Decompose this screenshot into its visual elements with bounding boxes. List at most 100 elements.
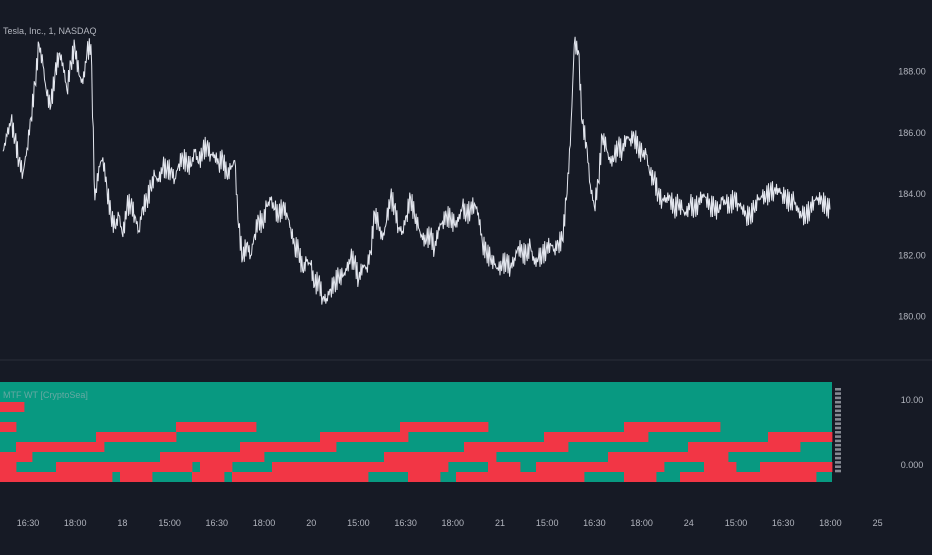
heatmap-cell (640, 462, 649, 472)
price-axis[interactable]: 188.00 186.00 184.00 182.00 180.00 (898, 67, 926, 322)
time-tick-label: 15:00 (536, 518, 559, 528)
heatmap-cell (360, 432, 369, 442)
heatmap-cell (648, 472, 657, 482)
heatmap-cell (624, 472, 633, 482)
heatmap-cell (632, 462, 641, 472)
heatmap-cell (280, 462, 289, 472)
heatmap-cell (8, 422, 17, 432)
heatmap-cell (56, 442, 65, 452)
heatmap-blocks (0, 402, 833, 482)
heatmap-cell (600, 462, 609, 472)
price-tick-label: 186.00 (898, 128, 926, 138)
heatmap-cell (416, 472, 425, 482)
heatmap-cell (0, 452, 9, 462)
heatmap-cell (16, 402, 25, 412)
time-tick-label: 25 (873, 518, 883, 528)
heatmap-cell (672, 422, 681, 432)
heatmap-cell (712, 452, 721, 462)
heatmap-cell (480, 422, 489, 432)
heatmap-cell (488, 442, 497, 452)
heatmap-cell (424, 452, 433, 462)
heatmap-cell (696, 442, 705, 452)
heatmap-cell (240, 452, 249, 462)
heatmap-cell (744, 472, 753, 482)
heatmap-cell (336, 472, 345, 482)
heatmap-cell (656, 452, 665, 462)
heatmap-cell (128, 472, 137, 482)
time-axis[interactable]: 16:30 18:00 18 15:00 16:30 18:00 20 15:00 16:30 1… (17, 518, 883, 528)
heatmap-cell (624, 422, 633, 432)
heatmap-cell (368, 462, 377, 472)
heatmap-cell (312, 442, 321, 452)
heatmap-cell (544, 462, 553, 472)
heatmap-cell (144, 472, 153, 482)
heatmap-cell (184, 452, 193, 462)
heatmap-cell (720, 452, 729, 462)
indicator-pane[interactable]: MTF WT [CryptoSea] 10.00 0.000 (0, 382, 923, 482)
heatmap-cell (752, 472, 761, 482)
heatmap-cell (160, 462, 169, 472)
heatmap-cell (536, 462, 545, 472)
heatmap-cell (512, 472, 521, 482)
heatmap-cell (200, 462, 209, 472)
heatmap-cell (208, 472, 217, 482)
time-tick-label: 18:00 (630, 518, 653, 528)
heatmap-cell (632, 422, 641, 432)
time-tick-label: 16:30 (583, 518, 606, 528)
heatmap-cell (680, 422, 689, 432)
heatmap-cell (304, 472, 313, 482)
time-tick-label: 16:30 (206, 518, 229, 528)
last-value-marker (835, 452, 841, 456)
heatmap-cell (544, 442, 553, 452)
heatmap-cell (8, 462, 17, 472)
heatmap-cell (248, 472, 257, 482)
price-tick-label: 188.00 (898, 67, 926, 77)
heatmap-cell (528, 442, 537, 452)
heatmap-cell (544, 472, 553, 482)
heatmap-cell (616, 462, 625, 472)
heatmap-cell (192, 472, 201, 482)
heatmap-cell (472, 422, 481, 432)
heatmap-cell (568, 472, 577, 482)
heatmap-cell (328, 462, 337, 472)
heatmap-cell (424, 422, 433, 432)
heatmap-cell (96, 442, 105, 452)
heatmap-cell (776, 462, 785, 472)
heatmap-cell (312, 462, 321, 472)
time-tick-label: 15:00 (347, 518, 370, 528)
heatmap-cell (712, 462, 721, 472)
indicator-last-value-markers (835, 388, 841, 473)
heatmap-cell (504, 472, 513, 482)
heatmap-cell (176, 462, 185, 472)
heatmap-cell (800, 472, 809, 482)
indicator-tick-label: 10.00 (901, 395, 924, 405)
heatmap-cell (360, 462, 369, 472)
heatmap-cell (712, 422, 721, 432)
heatmap-cell (456, 452, 465, 462)
heatmap-cell (120, 472, 129, 482)
heatmap-cell (224, 462, 233, 472)
heatmap-cell (440, 422, 449, 432)
heatmap-cell (776, 472, 785, 482)
heatmap-cell (256, 452, 265, 462)
heatmap-cell (248, 452, 257, 462)
indicator-axis[interactable]: 10.00 0.000 (901, 395, 924, 470)
heatmap-cell (152, 462, 161, 472)
heatmap-cell (480, 472, 489, 482)
heatmap-cell (448, 452, 457, 462)
heatmap-cell (792, 472, 801, 482)
heatmap-cell (344, 432, 353, 442)
heatmap-cell (16, 452, 25, 462)
heatmap-cell (824, 432, 833, 442)
heatmap-cell (712, 442, 721, 452)
heatmap-cell (224, 422, 233, 432)
heatmap-cell (696, 472, 705, 482)
heatmap-cell (344, 462, 353, 472)
heatmap-cell (608, 462, 617, 472)
heatmap-cell (328, 472, 337, 482)
price-pane[interactable]: Tesla, Inc., 1, NASDAQ 188.00 186.00 184.0… (2, 26, 926, 322)
heatmap-cell (536, 442, 545, 452)
heatmap-cell (768, 432, 777, 442)
